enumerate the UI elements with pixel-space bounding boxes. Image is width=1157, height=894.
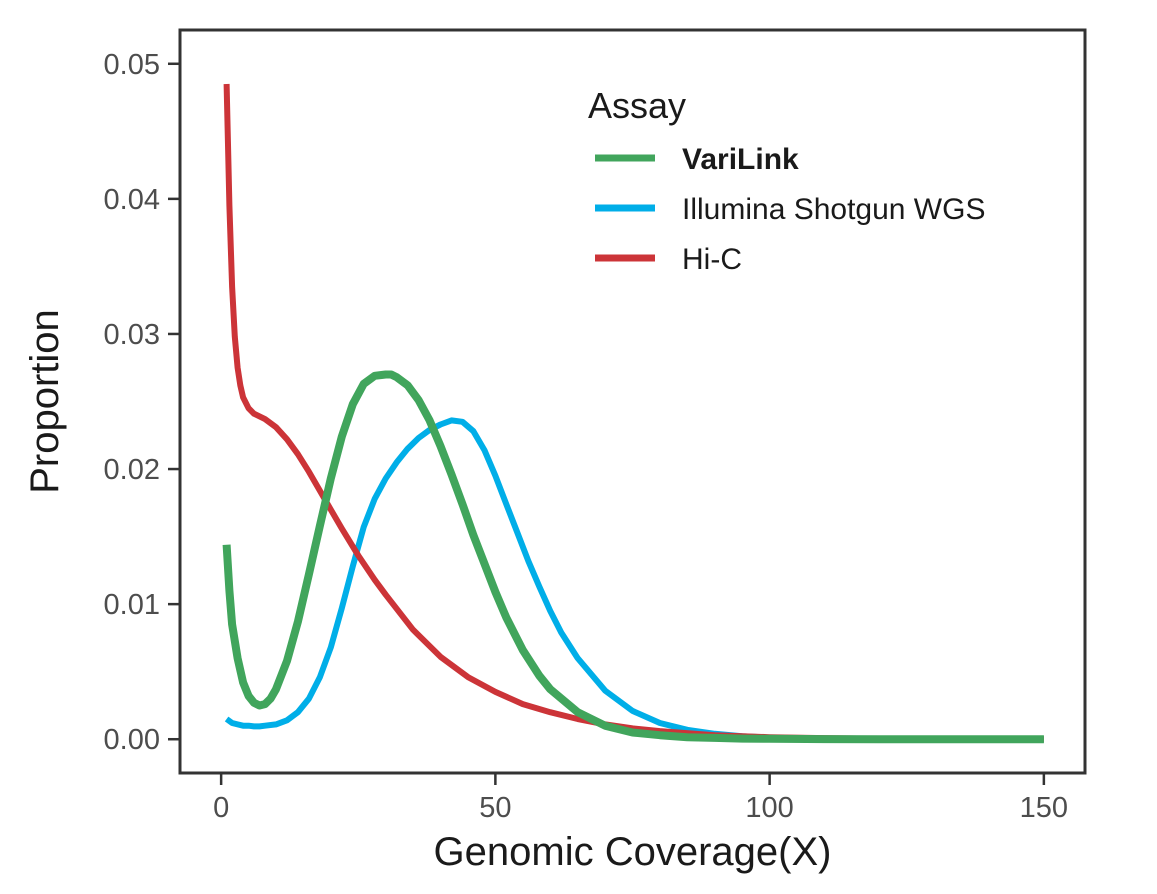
y-tick-label: 0.05 [104, 49, 160, 81]
y-axis-title: Proportion [23, 309, 67, 494]
x-axis: 0 50 100 150 [213, 773, 1068, 824]
legend-label: Illumina Shotgun WGS [682, 193, 985, 226]
legend-label: Hi-C [682, 243, 742, 276]
legend-label: VariLink [682, 143, 799, 176]
y-tick-label: 0.02 [104, 454, 160, 486]
series-layer [222, 83, 1044, 744]
panel-border [178, 28, 1087, 775]
x-axis-title: Genomic Coverage(X) [434, 830, 832, 874]
legend: Assay VariLink Illumina Shotgun WGS Hi-C [588, 85, 985, 276]
y-axis: 0.00 0.01 0.02 0.03 0.04 0.05 [104, 49, 180, 756]
x-tick-label: 100 [745, 792, 793, 824]
series-line-varilink [222, 370, 1044, 744]
legend-title: Assay [588, 85, 686, 126]
x-tick-label: 50 [479, 792, 511, 824]
x-tick-label: 0 [213, 792, 229, 824]
x-tick-label: 150 [1020, 792, 1068, 824]
y-tick-label: 0.03 [104, 319, 160, 351]
y-tick-label: 0.04 [104, 184, 160, 216]
y-tick-label: 0.00 [104, 724, 160, 756]
y-tick-label: 0.01 [104, 589, 160, 621]
legend-items: VariLink Illumina Shotgun WGS Hi-C [595, 143, 985, 276]
series-line-illumina-shotgun-wgs [224, 417, 1044, 743]
